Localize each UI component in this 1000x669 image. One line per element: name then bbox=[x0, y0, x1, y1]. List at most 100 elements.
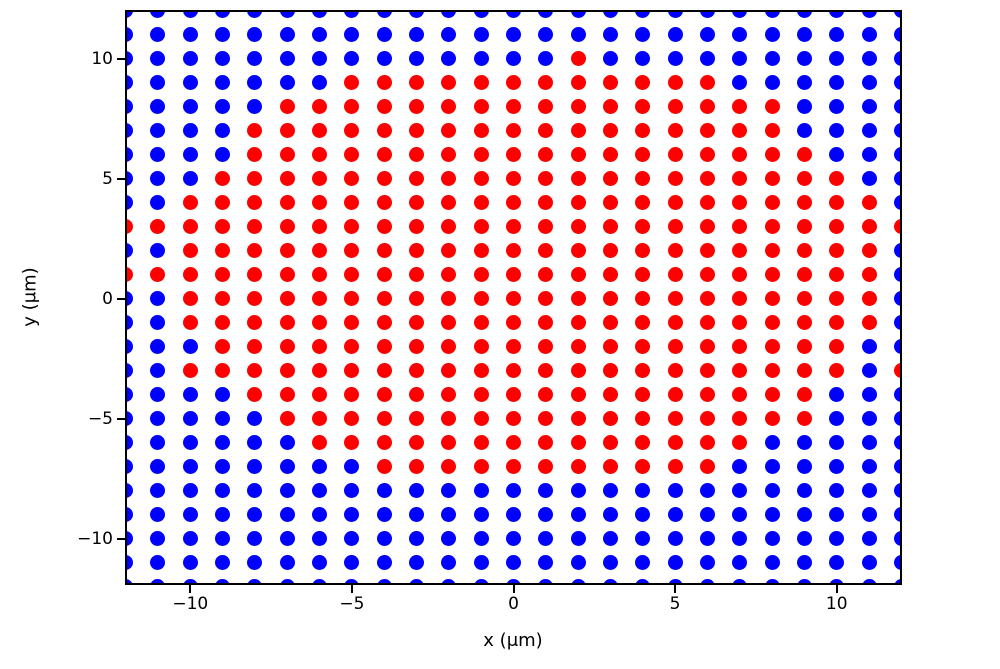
data-point bbox=[764, 315, 780, 331]
data-point bbox=[829, 483, 845, 499]
data-point bbox=[796, 339, 812, 355]
data-point bbox=[247, 99, 263, 115]
data-point bbox=[667, 75, 683, 91]
data-point bbox=[441, 411, 457, 427]
data-point bbox=[829, 195, 845, 211]
data-point bbox=[796, 483, 812, 499]
data-point bbox=[764, 27, 780, 43]
data-point bbox=[344, 435, 360, 451]
data-point bbox=[602, 459, 618, 475]
data-point bbox=[764, 435, 780, 451]
data-point bbox=[506, 483, 521, 499]
data-point bbox=[344, 339, 360, 355]
data-point bbox=[796, 171, 812, 187]
data-point bbox=[376, 315, 392, 331]
data-point bbox=[473, 219, 489, 235]
data-point bbox=[861, 51, 877, 67]
data-point bbox=[570, 459, 586, 475]
data-point bbox=[796, 315, 812, 331]
data-point bbox=[602, 51, 618, 67]
data-point bbox=[279, 10, 295, 19]
data-point bbox=[247, 27, 263, 43]
data-point bbox=[764, 123, 780, 139]
data-point bbox=[699, 315, 715, 331]
data-point bbox=[247, 555, 263, 571]
data-point bbox=[150, 363, 166, 379]
data-point bbox=[182, 171, 198, 187]
data-point bbox=[182, 10, 198, 19]
data-point bbox=[893, 315, 902, 331]
data-point bbox=[182, 195, 198, 211]
data-point bbox=[893, 99, 902, 115]
data-point bbox=[667, 291, 683, 307]
data-point bbox=[125, 531, 134, 547]
data-point bbox=[150, 147, 166, 163]
data-point bbox=[376, 291, 392, 307]
data-point bbox=[764, 555, 780, 571]
data-point bbox=[893, 483, 902, 499]
data-point bbox=[215, 411, 231, 427]
data-point bbox=[635, 435, 651, 451]
data-point bbox=[506, 363, 521, 379]
data-point bbox=[699, 267, 715, 283]
data-point bbox=[764, 579, 780, 585]
data-point bbox=[376, 219, 392, 235]
data-point bbox=[125, 219, 134, 235]
data-point bbox=[861, 363, 877, 379]
data-point bbox=[893, 363, 902, 379]
data-point bbox=[344, 243, 360, 259]
data-point bbox=[667, 555, 683, 571]
data-point bbox=[796, 411, 812, 427]
data-point bbox=[764, 483, 780, 499]
data-point bbox=[125, 10, 134, 19]
data-point bbox=[893, 579, 902, 585]
data-point bbox=[215, 219, 231, 235]
data-point bbox=[538, 387, 554, 403]
data-point bbox=[312, 555, 328, 571]
data-point bbox=[182, 267, 198, 283]
data-point bbox=[279, 291, 295, 307]
data-point bbox=[732, 171, 748, 187]
data-point bbox=[667, 483, 683, 499]
data-point bbox=[602, 579, 618, 585]
data-point bbox=[506, 435, 521, 451]
data-point bbox=[150, 459, 166, 475]
data-point bbox=[538, 195, 554, 211]
data-point bbox=[538, 363, 554, 379]
x-tick-label: −5 bbox=[339, 594, 365, 614]
data-point bbox=[699, 147, 715, 163]
data-point bbox=[312, 171, 328, 187]
data-point bbox=[125, 267, 134, 283]
data-point bbox=[667, 219, 683, 235]
data-point bbox=[732, 579, 748, 585]
data-point bbox=[893, 531, 902, 547]
data-point bbox=[215, 531, 231, 547]
data-point bbox=[473, 483, 489, 499]
data-point bbox=[699, 531, 715, 547]
data-point bbox=[538, 243, 554, 259]
data-point bbox=[506, 267, 521, 283]
data-point bbox=[473, 291, 489, 307]
data-point bbox=[150, 507, 166, 523]
data-point bbox=[376, 10, 392, 19]
data-point bbox=[279, 75, 295, 91]
data-point bbox=[861, 267, 877, 283]
data-point bbox=[861, 171, 877, 187]
y-tick-mark bbox=[117, 537, 125, 540]
data-point bbox=[667, 123, 683, 139]
data-point bbox=[764, 75, 780, 91]
data-point bbox=[279, 315, 295, 331]
data-point bbox=[602, 267, 618, 283]
data-point bbox=[764, 507, 780, 523]
data-point bbox=[125, 171, 134, 187]
data-point bbox=[376, 123, 392, 139]
data-point bbox=[182, 339, 198, 355]
data-point bbox=[506, 171, 521, 187]
data-point bbox=[538, 531, 554, 547]
data-point bbox=[732, 387, 748, 403]
data-point bbox=[893, 219, 902, 235]
data-point bbox=[125, 27, 134, 43]
data-point bbox=[570, 531, 586, 547]
data-point bbox=[150, 99, 166, 115]
data-point bbox=[409, 459, 425, 475]
